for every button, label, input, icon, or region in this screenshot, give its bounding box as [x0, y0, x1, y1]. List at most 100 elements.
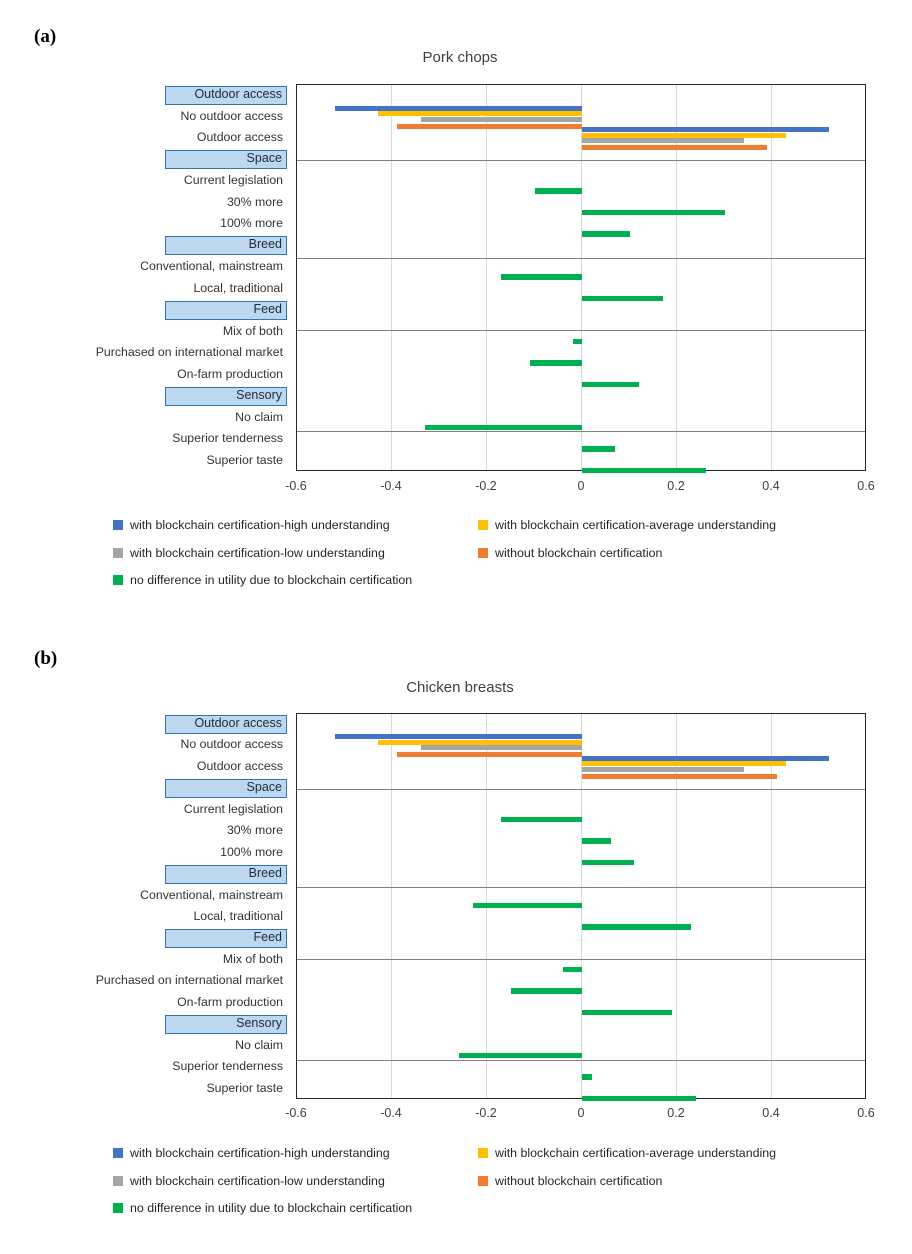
bar-average	[582, 132, 787, 138]
bar-nodiff	[582, 381, 639, 387]
bar-nodiff	[510, 988, 582, 994]
category-label: Conventional, mainstream	[140, 887, 283, 902]
gridline	[770, 714, 772, 1098]
bar-without	[582, 773, 777, 779]
bar-nodiff	[582, 446, 616, 452]
category-label: 30% more	[226, 823, 283, 838]
category-label: Purchased on international market	[95, 973, 283, 988]
legend-label-high: with blockchain certification-high under…	[130, 518, 390, 532]
x-tick-label: -0.6	[285, 1106, 307, 1120]
x-tick-label: 0.4	[762, 479, 780, 493]
bar-low	[420, 116, 582, 122]
category-label: Superior tenderness	[172, 1059, 283, 1074]
bar-without	[396, 123, 582, 129]
category-label: No outdoor access	[180, 737, 283, 752]
legend-swatch-without	[478, 547, 488, 558]
category-label: No claim	[235, 1037, 283, 1052]
plot-area	[296, 84, 866, 473]
legend-item-high: with blockchain certification-high under…	[113, 516, 390, 532]
bar-nodiff	[563, 966, 582, 973]
category-label: 30% more	[226, 194, 283, 209]
category-header-box: Sensory	[165, 1014, 287, 1034]
plot-area	[296, 713, 866, 1102]
legend-swatch-high	[113, 520, 123, 530]
gridline	[675, 714, 677, 1098]
category-label: Local, traditional	[193, 909, 283, 923]
legend-swatch-nodiff	[113, 1203, 123, 1213]
category-label: Purchased on international market	[95, 345, 283, 359]
bar-high	[582, 755, 829, 761]
bar-average	[377, 111, 582, 116]
x-tick-label: 0.4	[762, 1106, 780, 1120]
category-header-box: Feed	[165, 300, 287, 320]
bar-nodiff	[501, 274, 582, 280]
legend-item-low: with blockchain certification-low unders…	[113, 1172, 385, 1188]
category-header-box: Sensory	[165, 386, 287, 406]
category-label: Outdoor access	[196, 758, 283, 773]
x-tick-label: 0.6	[857, 1106, 875, 1120]
category-label: No outdoor access	[180, 108, 283, 123]
category-label: No claim	[235, 409, 283, 424]
gridline	[770, 85, 772, 470]
legend-label-without: without blockchain certification	[495, 1173, 663, 1188]
bar-nodiff	[529, 360, 582, 366]
legend-item-nodiff: no difference in utility due to blockcha…	[113, 571, 413, 587]
legend-label-low: with blockchain certification-low unders…	[130, 545, 385, 560]
category-header-box: Outdoor access	[165, 714, 287, 734]
bar-without	[582, 145, 768, 150]
bar-nodiff	[582, 1009, 673, 1016]
group-separator-line	[297, 159, 865, 161]
bar-nodiff	[572, 338, 582, 344]
group-separator-line	[297, 959, 865, 961]
category-label: Current legislation	[183, 173, 283, 187]
x-tick-label: -0.4	[380, 479, 402, 493]
x-tick-label: 0.2	[667, 479, 685, 493]
bar-low	[582, 138, 744, 143]
x-tick-label: 0.6	[857, 479, 875, 493]
legend-item-average: with blockchain certification-average un…	[478, 1144, 776, 1160]
category-header-box: Outdoor access	[165, 85, 287, 105]
bar-high	[335, 105, 582, 111]
x-tick-label: 0.2	[667, 1106, 685, 1120]
bar-nodiff	[582, 1095, 696, 1102]
bar-without	[396, 752, 582, 758]
bar-nodiff	[582, 295, 663, 301]
gridline	[675, 85, 677, 470]
bar-nodiff	[582, 209, 725, 215]
bar-nodiff	[534, 188, 582, 194]
gridline	[485, 85, 487, 470]
gridline	[390, 85, 392, 470]
legend-label-nodiff: no difference in utility due to blockcha…	[130, 1201, 413, 1215]
group-separator-line	[297, 430, 865, 432]
x-tick-label: -0.6	[285, 479, 307, 493]
category-label: 100% more	[220, 844, 283, 859]
bar-nodiff	[582, 467, 706, 473]
group-separator-line	[297, 886, 865, 888]
category-label: Superior tenderness	[172, 431, 283, 445]
category-label: Current legislation	[183, 801, 283, 816]
legend-label-nodiff: no difference in utility due to blockcha…	[130, 573, 413, 587]
panel-marker: (a)	[34, 26, 57, 47]
bar-nodiff	[501, 816, 582, 823]
legend-item-high: with blockchain certification-high under…	[113, 1144, 390, 1160]
legend-label-average: with blockchain certification-average un…	[495, 518, 777, 532]
panel-marker: (b)	[34, 648, 58, 669]
legend-item-without: without blockchain certification	[478, 544, 662, 560]
legend-swatch-average	[478, 520, 488, 530]
category-label: Outdoor access	[196, 130, 283, 144]
x-tick-label: -0.2	[475, 479, 497, 493]
category-label: Superior taste	[206, 452, 283, 467]
x-tick-label: -0.2	[475, 1106, 497, 1120]
bar-nodiff	[582, 859, 635, 866]
category-header-box: Breed	[165, 236, 287, 255]
legend-swatch-low	[113, 1175, 123, 1186]
legend-item-average: with blockchain certification-average un…	[478, 516, 777, 532]
legend-swatch-nodiff	[113, 575, 123, 585]
group-separator-line	[297, 257, 865, 259]
category-header-box: Breed	[165, 864, 287, 884]
category-label: On-farm production	[177, 366, 283, 381]
bar-nodiff	[582, 1074, 592, 1080]
bar-low	[420, 745, 582, 751]
bar-nodiff	[582, 924, 692, 930]
